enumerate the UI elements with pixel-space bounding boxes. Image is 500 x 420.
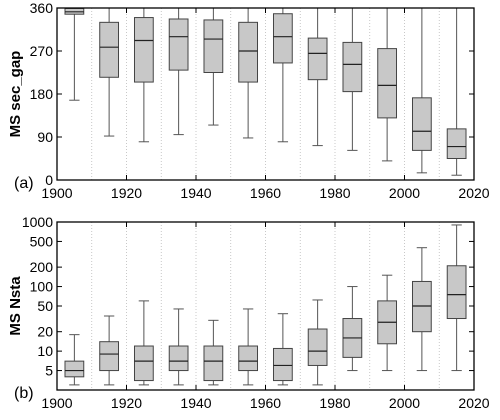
box-1995: [377, 7, 398, 162]
box-1925: [133, 7, 154, 143]
x-tick-label: 2000: [389, 185, 420, 201]
box-iqr: [99, 21, 120, 78]
y-tick-label: 180: [30, 86, 54, 102]
box-iqr: [203, 345, 224, 382]
box-iqr: [64, 360, 85, 378]
y-tick-label: 200: [30, 259, 54, 275]
box-1925: [133, 300, 154, 386]
box-2005: [411, 247, 432, 372]
x-tick-label: 1960: [250, 395, 281, 411]
box-iqr: [446, 265, 467, 320]
box-iqr: [272, 13, 293, 64]
box-iqr: [238, 21, 259, 83]
box-iqr: [238, 345, 259, 372]
box-iqr: [411, 97, 432, 151]
box-iqr: [99, 341, 120, 372]
box-1945: [203, 319, 224, 386]
y-tick-label: 500: [30, 233, 54, 249]
box-1965: [272, 7, 293, 143]
x-tick-label: 1920: [111, 395, 142, 411]
box-iqr: [133, 17, 154, 83]
box-1965: [272, 313, 293, 386]
box-iqr: [272, 347, 293, 382]
x-tick-label: 2020: [458, 395, 489, 411]
box-1945: [203, 7, 224, 126]
box-1915: [99, 315, 120, 386]
x-tick-label: 1980: [319, 395, 350, 411]
box-iqr: [307, 328, 328, 366]
panel-b: 1900 1920 1940 1960 1980 2000 2020 5 10 20 50 100 20…: [7, 214, 490, 411]
y-tick-label: 20: [37, 324, 53, 340]
y-axis-title: MS sec_gap: [7, 51, 24, 138]
box-2005: [411, 7, 432, 174]
box-1985: [342, 7, 363, 151]
box-iqr: [307, 37, 328, 81]
box-iqr: [133, 345, 154, 382]
x-tick-label: 2020: [458, 185, 489, 201]
y-tick-label: 360: [30, 0, 54, 16]
box-1975: [307, 299, 328, 386]
box-iqr: [377, 48, 398, 119]
panel-label: (a): [14, 175, 34, 192]
panel-a: 1900 1920 1940 1960 1980 2000 2020 0 90 180 270 360…: [7, 0, 490, 201]
y-tick-label: 50: [37, 298, 53, 314]
box-iqr: [342, 41, 363, 93]
x-tick-label: 2000: [389, 395, 420, 411]
box-1955: [238, 308, 259, 386]
box-1985: [342, 286, 363, 372]
box-2015: [446, 7, 467, 176]
y-tick-label: 0: [45, 172, 53, 188]
box-iqr: [168, 18, 189, 71]
x-tick-label: 1960: [250, 185, 281, 201]
y-tick-label: 10: [37, 343, 53, 359]
box-1935: [168, 7, 189, 136]
box-1915: [99, 7, 120, 137]
y-tick-label: 1000: [22, 214, 53, 230]
x-tick-label: 1980: [319, 185, 350, 201]
box-iqr: [168, 345, 189, 372]
x-tick-label: 1900: [41, 185, 72, 201]
box-iqr: [203, 19, 224, 74]
panel-label: (b): [14, 385, 34, 402]
x-tick-label: 1940: [180, 395, 211, 411]
x-tick-label: 1920: [111, 185, 142, 201]
x-tick-label: 1940: [180, 185, 211, 201]
y-tick-label: 100: [30, 279, 54, 295]
box-2015: [446, 224, 467, 372]
box-1995: [377, 274, 398, 372]
box-1955: [238, 7, 259, 139]
y-tick-label: 5: [45, 363, 53, 379]
plot-frame: [56, 7, 475, 181]
box-1935: [168, 308, 189, 386]
y-axis-title: MS Nsta: [7, 276, 24, 336]
box-iqr: [446, 128, 467, 159]
x-tick-label: 1900: [41, 395, 72, 411]
box-1905: [64, 334, 85, 386]
box-1905: [64, 7, 85, 101]
y-tick-label: 90: [37, 129, 53, 145]
box-1975: [307, 7, 328, 147]
y-tick-label: 270: [30, 43, 54, 59]
